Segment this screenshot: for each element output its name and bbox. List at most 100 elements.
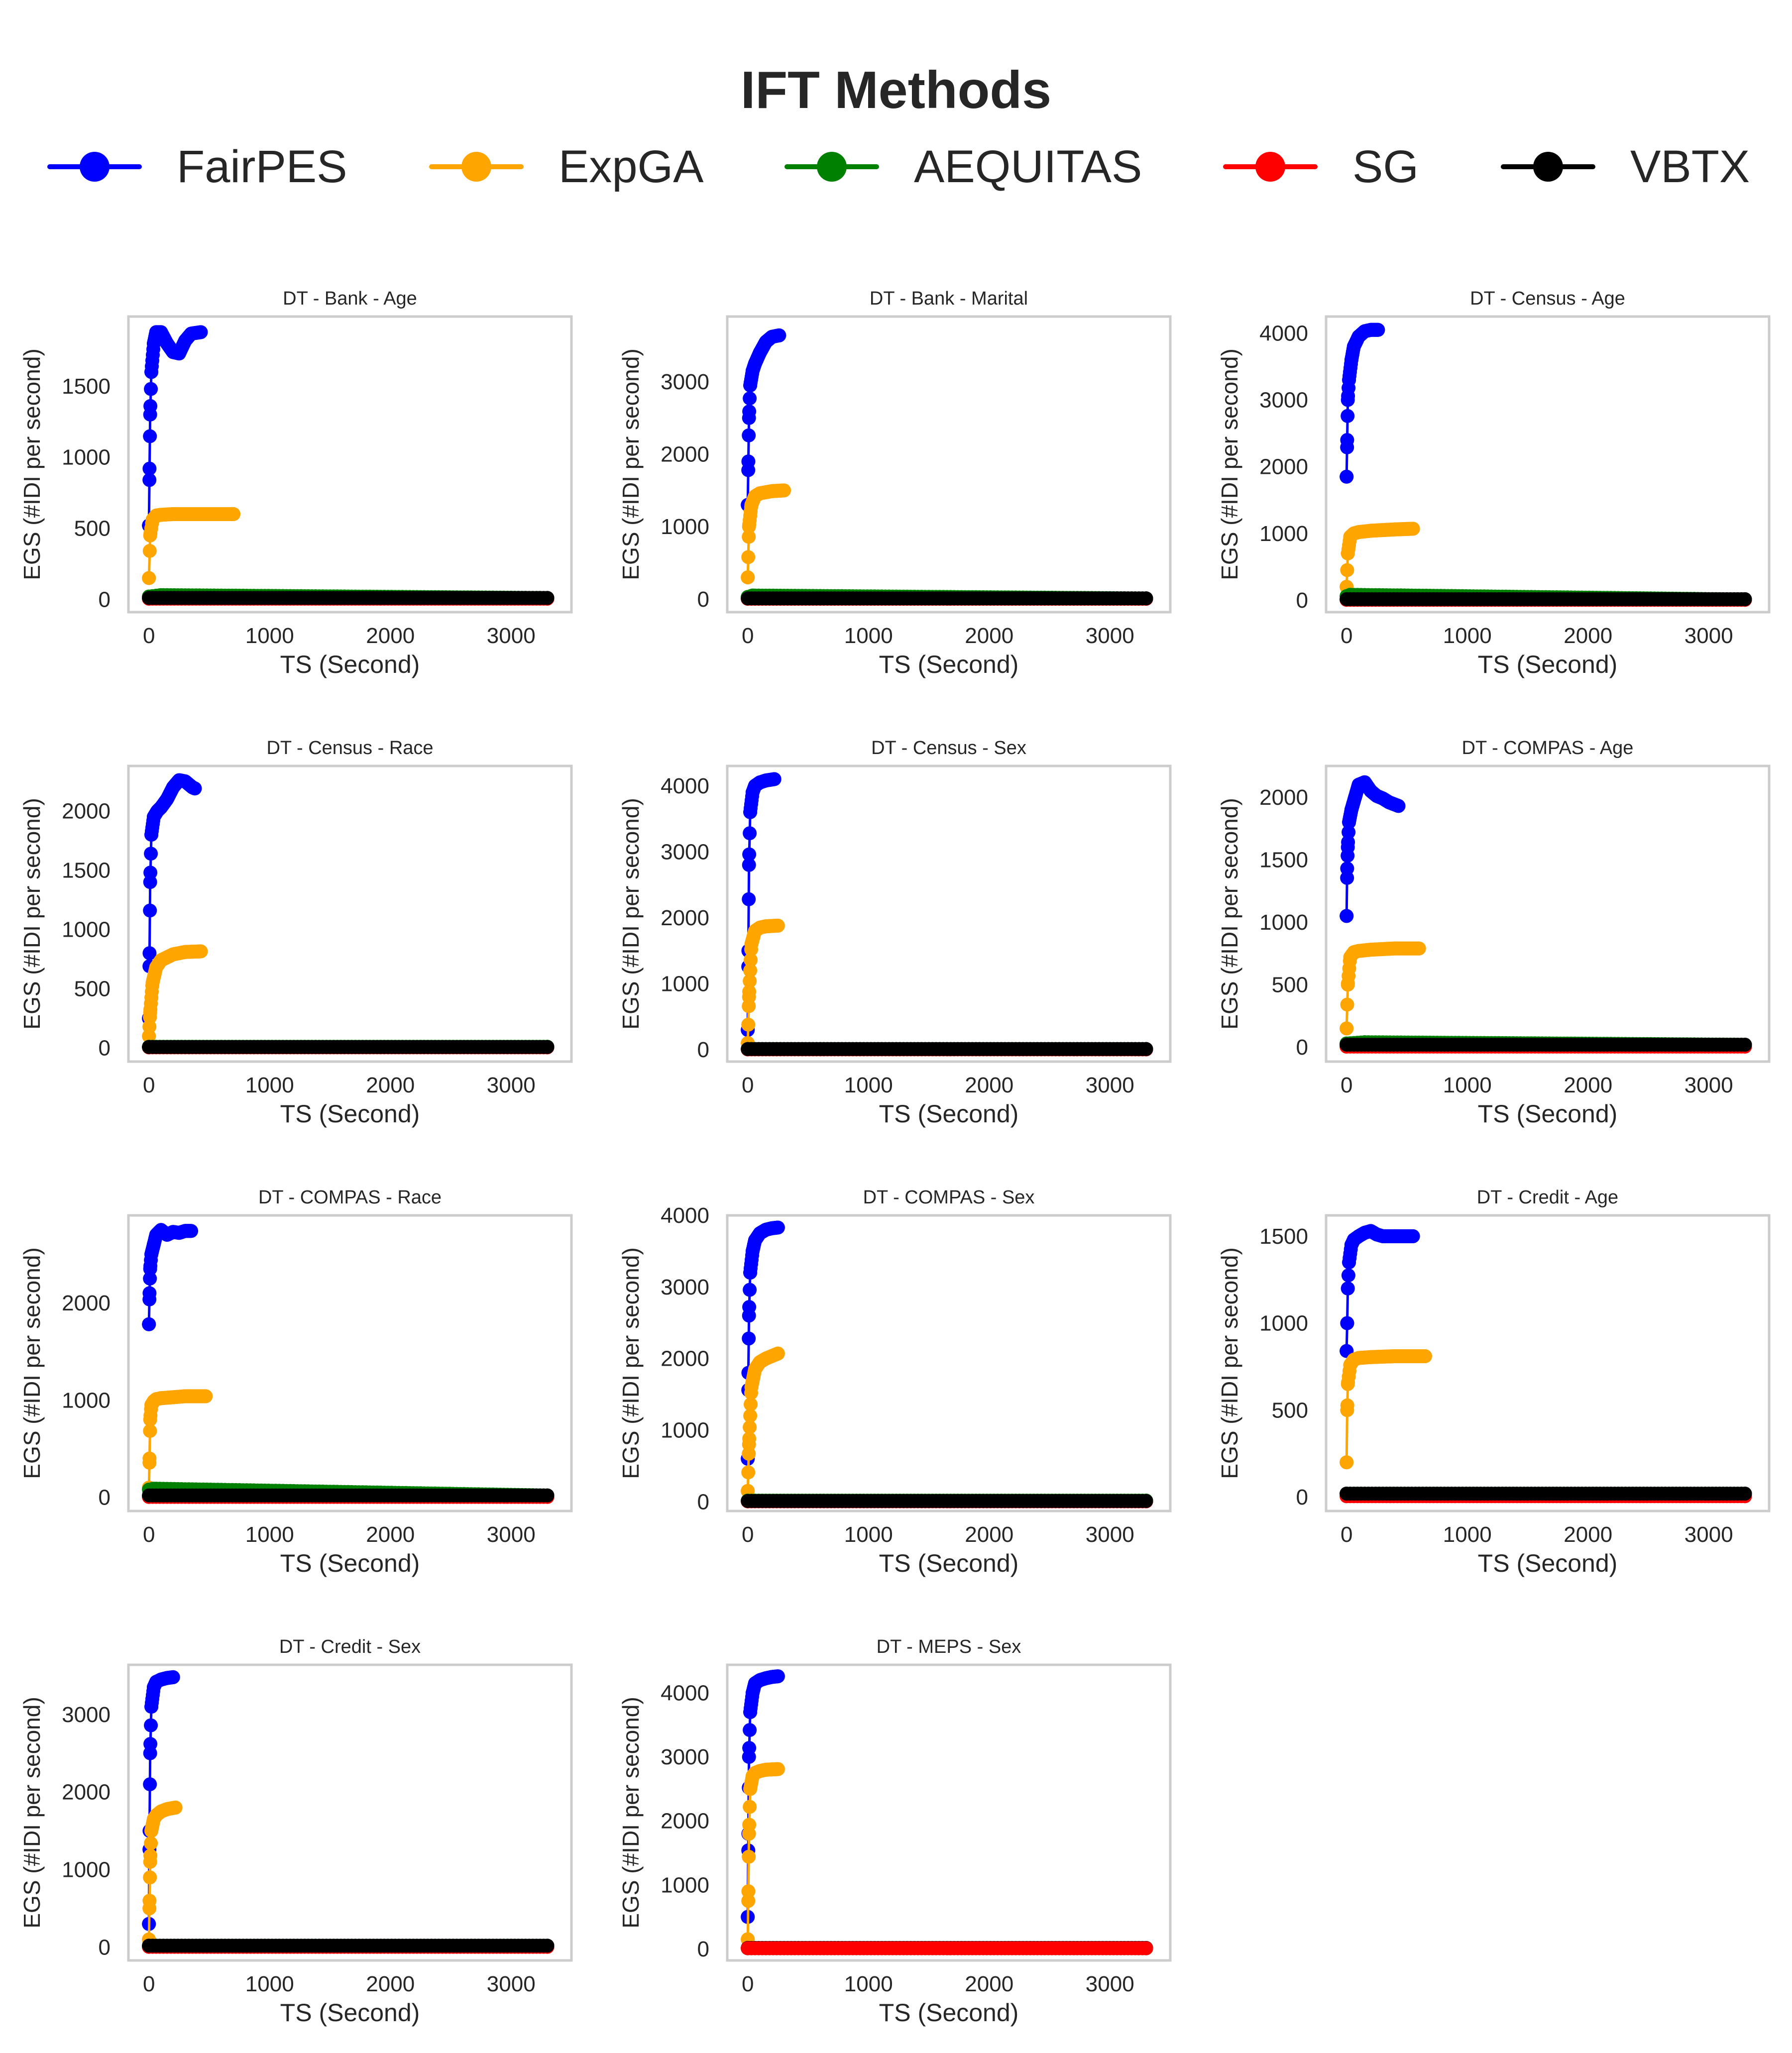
x-tick-label: 1000 [245,624,294,648]
data-point [142,571,156,585]
series-fairpes [142,325,208,533]
data-point [743,964,758,977]
y-tick-label: 2000 [1259,455,1308,479]
data-point [1388,1229,1402,1243]
y-tick-label: 2000 [1259,785,1308,810]
series-markers-vbtx [1340,592,1752,606]
data-point [742,1308,756,1323]
series-markers-vbtx [741,591,1153,606]
data-point [1340,1316,1354,1330]
data-point [1344,802,1358,817]
data-point [1340,862,1354,875]
series-markers-vbtx [1340,1038,1752,1052]
x-tick-label: 3000 [487,1073,536,1097]
data-point [142,461,157,476]
data-point [1738,592,1752,606]
series-vbtx [741,1042,1153,1056]
y-tick-label: 1000 [1259,522,1308,546]
x-tick-label: 0 [1341,1073,1352,1097]
data-point [144,828,159,842]
data-point [1340,1403,1354,1417]
y-tick-label: 2000 [661,442,709,467]
y-axis-label: EGS (#IDI per second) [1217,798,1242,1029]
data-point [1341,393,1355,407]
data-point [743,391,757,406]
x-tick-label: 1000 [844,1073,893,1097]
y-tick-label: 1000 [661,515,709,539]
data-point [744,1397,758,1411]
subplot-title: DT - COMPAS - Age [1462,738,1634,758]
data-point [142,1451,157,1466]
data-point [1341,409,1355,423]
data-point [742,411,756,425]
series-markers-vbtx [142,1040,555,1054]
x-tick-label: 2000 [1564,1073,1612,1097]
data-point [1406,1229,1420,1243]
data-point [1391,799,1406,813]
data-point [744,937,759,951]
series-fairpes [1340,1224,1420,1358]
data-point [143,1262,157,1276]
x-tick-label: 3000 [487,624,536,648]
data-point [1418,1349,1432,1363]
x-tick-label: 2000 [965,1522,1013,1547]
series-markers-expga [142,507,240,585]
y-axis-label: EGS (#IDI per second) [618,1247,644,1479]
data-point [1371,323,1385,337]
x-tick-label: 0 [1341,624,1352,648]
data-point [1340,469,1354,484]
data-point [154,508,168,522]
y-tick-label: 1000 [1259,910,1308,935]
data-point [1363,943,1378,957]
series-line-expga [1345,1355,1425,1463]
data-point [142,1040,156,1054]
y-tick-label: 4000 [1259,322,1308,346]
subplot-title: DT - COMPAS - Sex [863,1187,1035,1208]
data-point [194,944,208,959]
data-point [743,1420,757,1434]
series-fairpes [741,772,782,1037]
x-tick-label: 1000 [1443,624,1492,648]
x-tick-label: 0 [742,1073,754,1097]
y-tick-label: 2000 [62,1291,111,1315]
axes-frame [1325,315,1771,614]
series-markers-vbtx [741,1494,1153,1508]
y-tick-label: 3000 [661,1275,709,1299]
data-point [742,858,756,872]
data-point [1388,522,1402,537]
data-point [1340,592,1354,606]
data-point [540,591,555,605]
data-point [742,530,756,544]
plot-area [741,772,1153,1057]
x-tick-label: 2000 [965,1073,1013,1097]
data-point [142,1286,157,1300]
y-tick-label: 0 [697,1490,709,1514]
data-point [1406,522,1420,536]
data-point [742,847,757,862]
x-tick-label: 2000 [366,1073,415,1097]
data-point [143,903,157,918]
data-point [759,1351,773,1366]
x-tick-label: 0 [742,1522,754,1547]
series-fairpes [1340,323,1385,484]
legend-marker-expga [461,152,491,182]
y-axis-label: EGS (#IDI per second) [1217,348,1242,580]
x-tick-label: 3000 [487,1522,536,1547]
y-tick-label: 0 [99,1036,111,1061]
data-point [741,1042,755,1056]
data-point [759,919,773,934]
y-tick-label: 1000 [661,972,709,996]
x-axis-label: TS (Second) [879,1100,1019,1128]
data-point [143,1272,157,1286]
data-point [741,1465,756,1480]
y-tick-label: 0 [697,1038,709,1062]
y-tick-label: 1500 [62,859,111,883]
data-point [741,550,756,564]
y-tick-label: 1000 [62,918,111,942]
data-point [142,1317,156,1331]
data-point [145,975,160,990]
subplot-title: DT - Credit - Age [1477,1187,1618,1208]
